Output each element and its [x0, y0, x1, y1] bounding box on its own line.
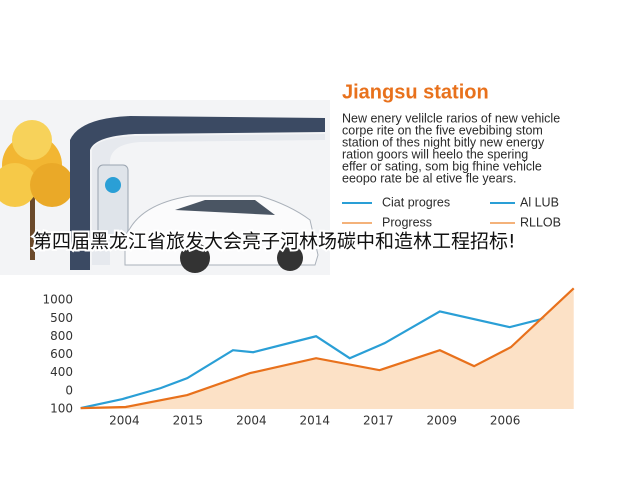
panel-line: eeopo rate be al etive fle years.	[342, 171, 516, 185]
y-tick-label: 400	[50, 365, 73, 379]
car-window	[175, 200, 275, 215]
line	[80, 310, 545, 410]
y-tick-label: 500	[50, 311, 73, 325]
panel-title: Jiangsu station	[342, 81, 489, 103]
panel-line: ration goors will heelo the spering	[342, 147, 528, 161]
y-tick-label: 100	[50, 402, 73, 416]
x-tick-label: 2009	[426, 414, 457, 428]
illustration	[0, 100, 330, 275]
legend-label: Ciat progres	[382, 195, 450, 209]
legend-label: Progress	[382, 215, 432, 229]
y-tick-label: 0	[65, 383, 73, 397]
canopy	[70, 116, 325, 270]
line	[80, 287, 575, 410]
y-tick-label: 800	[50, 329, 73, 343]
legend-label: Al LUB	[520, 195, 559, 209]
x-tick-label: 2006	[490, 414, 521, 428]
x-tick-label: 2004	[109, 414, 140, 428]
panel-line: effer or sating, som big fhine vehicle	[342, 159, 542, 173]
charger	[97, 164, 129, 236]
headline: 第四届黑龙江省旅发大会亮子河林场碳中和造林工程招标!	[33, 231, 516, 253]
tree	[0, 120, 74, 260]
wheel	[180, 243, 210, 273]
canopy-inner	[92, 134, 325, 265]
wheel	[277, 245, 303, 271]
panel-line: station of thes night bitly new energy	[342, 135, 545, 149]
legend-label: RLLOB	[520, 215, 561, 229]
charger-light	[105, 177, 121, 193]
y-tick-label: 600	[50, 347, 73, 361]
x-tick-label: 2004	[236, 414, 267, 428]
x-tick-label: 2017	[363, 414, 394, 428]
y-tick-label: 1000	[42, 293, 73, 307]
x-tick-label: 2015	[173, 414, 204, 428]
panel-line: New enery velilcle rarios of new vehicle	[342, 111, 560, 125]
panel-line: corpe rite on the five evebibing stom	[342, 123, 543, 137]
x-tick-label: 2014	[300, 414, 331, 428]
area	[80, 288, 574, 409]
